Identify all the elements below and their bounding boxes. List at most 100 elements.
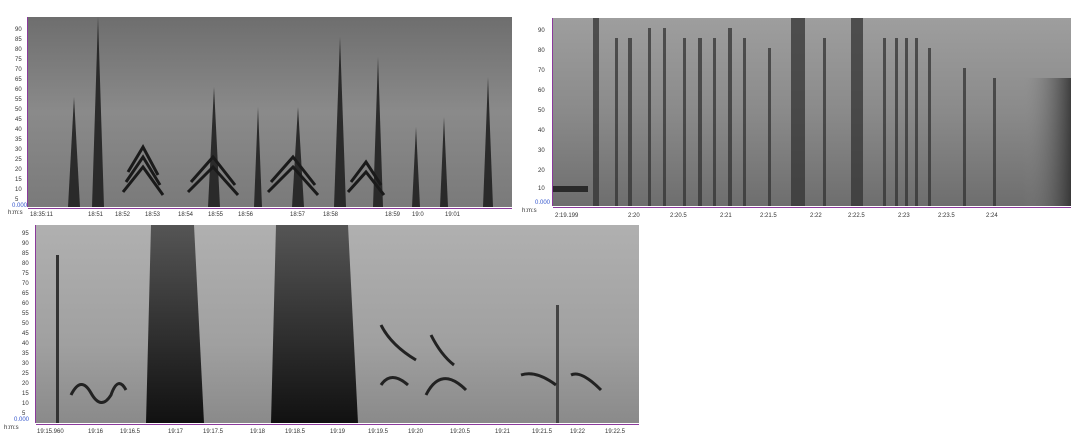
x-tick: 19:17.5 (203, 429, 224, 435)
y-tick: 60 (22, 301, 29, 307)
x-tick: 2:22.5 (848, 213, 865, 219)
spectrogram-panel-top-left: 90 85 80 75 70 65 60 55 50 45 40 35 30 2… (0, 0, 515, 222)
y-tick: 70 (538, 68, 545, 74)
y-tick: 70 (22, 281, 29, 287)
y-tick: 80 (22, 261, 29, 267)
y-axis-top-right (551, 18, 553, 206)
y-tick: 35 (22, 351, 29, 357)
y-tick: 35 (15, 137, 22, 143)
y-tick: 15 (22, 391, 29, 397)
y-tick: 5 (22, 411, 26, 417)
time-label-top-left: h:m:s (8, 210, 23, 216)
y-tick: 60 (15, 87, 22, 93)
x-tick: 2:22 (810, 213, 822, 219)
spectrogram-panel-top-right: 90 80 70 60 50 40 30 20 10 0.000 h:m:s 2… (520, 0, 1076, 222)
x-axis-top-left (28, 208, 512, 210)
x-tick: 19:19.5 (368, 429, 389, 435)
y-tick: 30 (538, 148, 545, 154)
x-tick: 2:23 (898, 213, 910, 219)
x-tick: 2:19.199 (555, 213, 579, 219)
x-tick: 19:19 (330, 429, 346, 435)
x-tick: 19:21 (495, 429, 511, 435)
y-tick: 50 (538, 108, 545, 114)
x-tick: 18:58 (323, 212, 339, 218)
y-tick: 45 (22, 331, 29, 337)
x-tick: 2:24 (986, 213, 998, 219)
y-tick: 80 (538, 48, 545, 54)
x-tick: 18:59 (385, 212, 401, 218)
x-tick: 18:54 (178, 212, 194, 218)
zero-label-bottom: 0.000 (14, 417, 30, 423)
x-tick: 18:56 (238, 212, 254, 218)
y-tick: 45 (15, 117, 22, 123)
x-tick: 2:21 (720, 213, 732, 219)
y-tick: 10 (15, 187, 22, 193)
x-axis-bottom (36, 424, 639, 426)
x-tick: 19:21.5 (532, 429, 553, 435)
x-tick: 19:20.5 (450, 429, 471, 435)
spectrogram-image-top-right (553, 18, 1071, 206)
x-tick: 18:35:11 (30, 212, 53, 218)
y-tick: 70 (15, 67, 22, 73)
x-tick: 18:55 (208, 212, 224, 218)
y-tick: 25 (22, 371, 29, 377)
y-tick: 10 (538, 186, 545, 192)
time-label-top-right: h:m:s (522, 208, 537, 214)
spectrogram-top-left-svg (28, 17, 512, 207)
y-tick: 65 (22, 291, 29, 297)
x-tick: 2:20.5 (670, 213, 687, 219)
time-label-bottom: h:m:s (4, 425, 19, 431)
spectrogram-panel-bottom: 95 90 85 80 75 70 65 60 55 50 45 40 35 3… (0, 222, 645, 444)
y-tick: 55 (22, 311, 29, 317)
x-tick: 19:16.5 (120, 429, 141, 435)
y-tick: 25 (15, 157, 22, 163)
y-tick: 75 (22, 271, 29, 277)
x-tick: 19:18 (250, 429, 266, 435)
x-tick: 19:20 (408, 429, 424, 435)
zero-label-top-right: 0.000 (535, 200, 551, 206)
y-tick: 50 (22, 321, 29, 327)
y-tick: 95 (22, 231, 29, 237)
spectrogram-image-bottom (36, 225, 639, 423)
spectrogram-bottom-svg (36, 225, 639, 423)
x-tick: 2:23.5 (938, 213, 955, 219)
x-tick: 19:18.5 (285, 429, 306, 435)
x-tick: 2:21.5 (760, 213, 777, 219)
y-tick: 40 (15, 127, 22, 133)
x-tick: 18:52 (115, 212, 131, 218)
y-axis-bottom (34, 225, 36, 423)
y-tick: 40 (22, 341, 29, 347)
y-tick: 75 (15, 57, 22, 63)
y-tick: 65 (15, 77, 22, 83)
y-tick: 10 (22, 401, 29, 407)
y-tick: 80 (15, 47, 22, 53)
spectrogram-image-top-left (28, 17, 512, 207)
y-tick: 90 (538, 28, 545, 34)
y-tick: 90 (15, 27, 22, 33)
x-axis-top-right (553, 207, 1071, 209)
y-tick: 40 (538, 128, 545, 134)
y-tick: 85 (22, 251, 29, 257)
y-tick: 20 (538, 168, 545, 174)
y-tick: 90 (22, 241, 29, 247)
x-tick: 18:51 (88, 212, 104, 218)
y-tick: 20 (22, 381, 29, 387)
x-tick: 19:01 (445, 212, 461, 218)
y-tick: 30 (22, 361, 29, 367)
y-tick: 50 (15, 107, 22, 113)
y-tick: 85 (15, 37, 22, 43)
x-tick: 18:53 (145, 212, 161, 218)
x-tick: 19:15.960 (37, 429, 64, 435)
y-tick: 20 (15, 167, 22, 173)
x-tick: 19:22 (570, 429, 586, 435)
zero-label-top-left: 0.000 (12, 203, 28, 209)
y-tick: 5 (15, 197, 19, 203)
x-tick: 19:17 (168, 429, 184, 435)
y-axis-top-left (26, 17, 28, 207)
spectrogram-top-right-svg (553, 18, 1071, 206)
y-tick: 55 (15, 97, 22, 103)
y-tick: 15 (15, 177, 22, 183)
y-tick: 60 (538, 88, 545, 94)
x-tick: 18:57 (290, 212, 306, 218)
y-tick: 30 (15, 147, 22, 153)
